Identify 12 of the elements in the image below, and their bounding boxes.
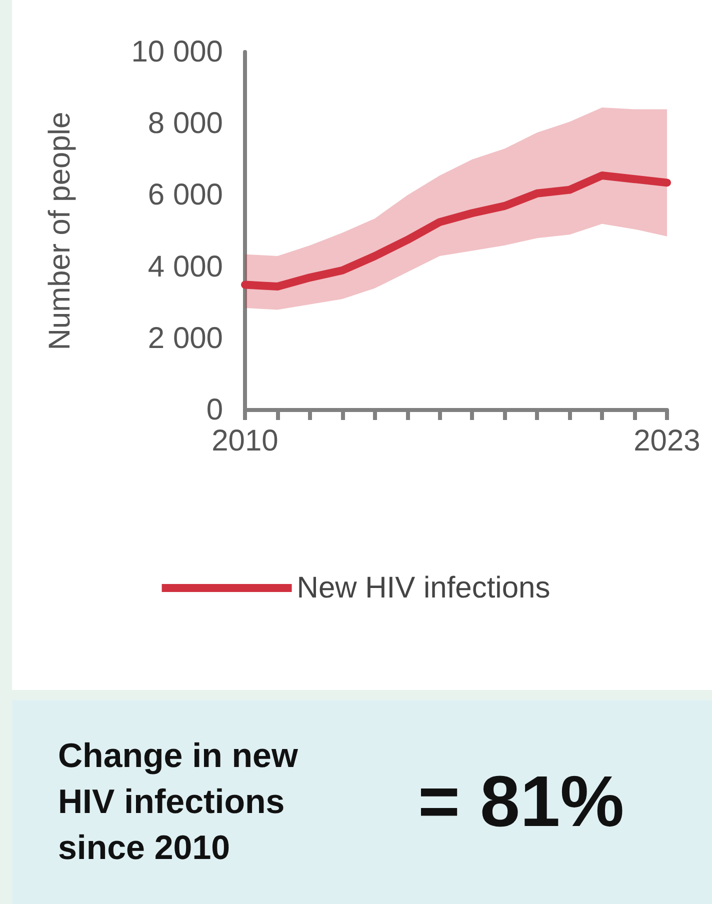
x-tick-label: 2023 <box>634 424 700 458</box>
text: Change in new HIV infections since 2010 <box>58 736 299 869</box>
y-tick-label: 10 000 <box>131 36 223 68</box>
y-tick-label: 4 000 <box>148 250 223 284</box>
y-axis-title: Number of people <box>44 112 76 350</box>
text: = 81% <box>418 761 624 843</box>
x-tick-label: 2010 <box>212 424 278 458</box>
y-tick-label: 6 000 <box>148 178 223 212</box>
y-tick-label: 8 000 <box>148 107 223 140</box>
y-tick-label: 2 000 <box>148 322 223 355</box>
y-tick-label: 0 <box>206 394 223 426</box>
legend-label: New HIV infections <box>296 572 550 604</box>
